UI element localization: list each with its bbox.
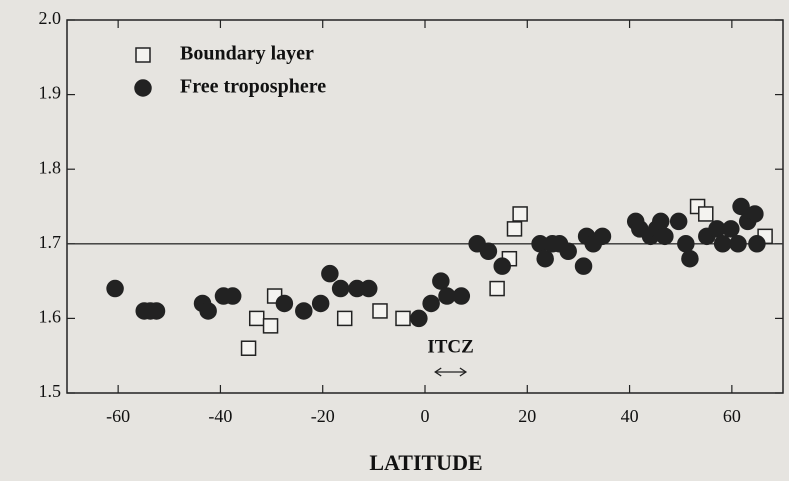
x-tick-label: 0 [421,406,430,426]
point [359,279,378,298]
point [311,294,330,313]
point [729,235,747,253]
point [506,221,523,237]
legend-symbol [134,79,152,97]
y-tick-label: 1.7 [39,232,62,252]
annotation-label: ITCZ [427,336,473,357]
point [656,227,674,246]
point [106,279,124,298]
point [295,302,313,320]
x-tick-label: -60 [106,406,130,426]
y-tick-label: 1.8 [39,157,62,177]
point [681,249,699,268]
point [574,257,593,275]
x-tick-label: 40 [621,406,639,426]
legend-symbol [135,47,151,63]
point [432,272,450,290]
point [372,303,388,319]
point [336,310,353,327]
point [652,212,670,231]
point [732,197,750,216]
point [536,249,554,268]
x-tick-label: 20 [518,406,536,426]
point [199,302,217,320]
x-tick-label: -20 [311,406,335,426]
point [262,318,279,334]
point [395,310,411,327]
x-axis-label: LATITUDE [369,450,482,475]
point [746,205,764,223]
arrow-head [459,367,468,377]
x-tick-label: -40 [208,406,232,426]
point [410,309,428,328]
x-tick-label: 60 [723,406,741,426]
point [713,235,732,253]
point [147,302,166,320]
point [677,235,695,253]
point [223,287,242,305]
point [512,206,528,222]
point [669,212,688,231]
point [248,310,265,327]
point [479,242,498,261]
y-tick-label: 1.6 [39,307,62,327]
point [240,340,257,356]
arrow-head [434,367,442,377]
point [593,227,612,246]
point [331,279,350,298]
point [422,294,440,313]
point [452,287,471,305]
point [493,257,511,275]
point [275,294,294,313]
y-tick-label: 1.9 [39,83,62,103]
point [698,206,714,222]
point [748,235,766,253]
y-tick-label: 2.0 [39,8,62,28]
y-tick-label: 1.5 [39,381,62,401]
legend-label: Boundary layer [180,43,314,65]
legend-label: Free troposphere [180,76,326,98]
point [321,264,339,283]
point [489,280,505,297]
point [722,220,740,238]
point [559,242,577,261]
